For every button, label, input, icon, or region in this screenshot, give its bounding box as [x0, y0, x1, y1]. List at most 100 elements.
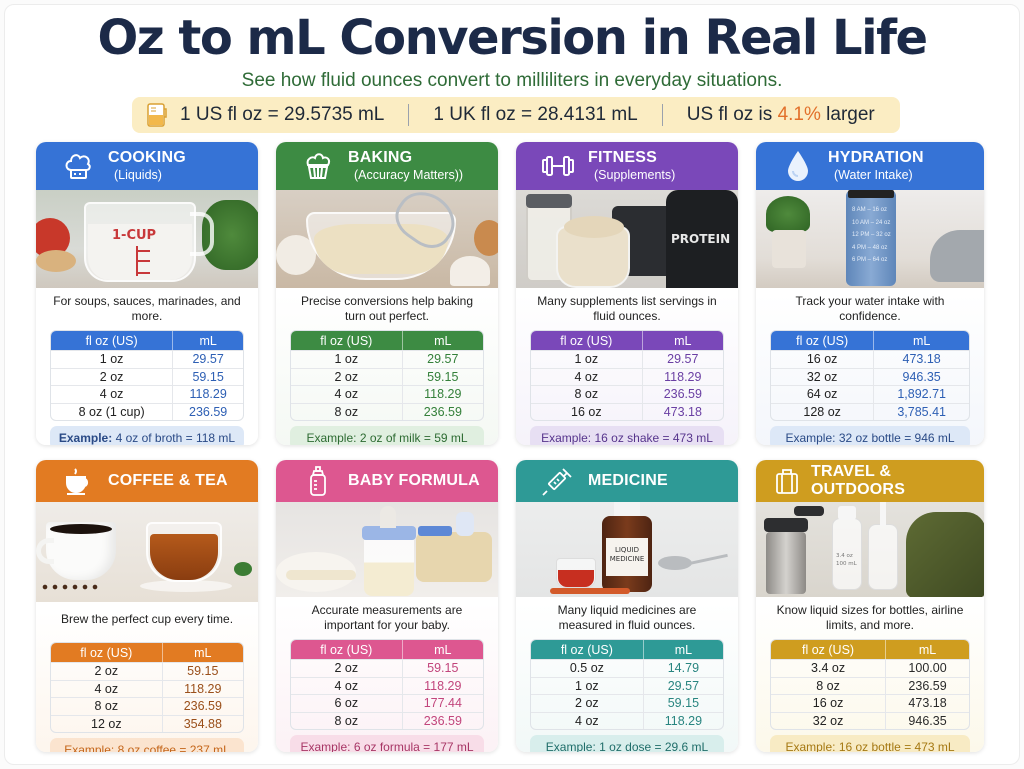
- table-row: 1 oz 29.57: [51, 350, 243, 368]
- time-mark: 4 PM – 48 oz: [852, 244, 888, 251]
- card-body: Brew the perfect cup every time. fl oz (…: [36, 612, 258, 752]
- ml-cell: 29.57: [173, 350, 243, 368]
- travel-bottles-photo: 3.4 oz 100 mL: [756, 502, 984, 597]
- time-mark: 12 PM – 32 oz: [852, 232, 891, 238]
- example-label: Example:: [300, 740, 351, 752]
- oz-cell: 4 oz: [291, 676, 403, 694]
- oz-cell: 4 oz: [531, 367, 643, 385]
- col-header-ml: mL: [402, 640, 483, 659]
- oz-cell: 0.5 oz: [531, 659, 644, 677]
- table-row: 4 oz 118.29: [51, 679, 243, 698]
- dumbbell-icon: [538, 148, 578, 184]
- card-subtitle: (Liquids): [114, 168, 162, 182]
- card-header: HYDRATION (Water Intake): [756, 142, 984, 190]
- col-header-floz: fl oz (US): [771, 640, 887, 659]
- card-title: FITNESS: [588, 149, 657, 166]
- table-row: 0.5 oz 14.79: [531, 659, 723, 677]
- ml-cell: 236.59: [162, 697, 243, 715]
- card-subtitle: (Supplements): [594, 168, 676, 182]
- example-callout: Example: 16 oz shake = 473 mL: [530, 426, 724, 445]
- col-header-floz: fl oz (US): [531, 331, 643, 350]
- card-subtitle: (Accuracy Matters)): [354, 168, 464, 182]
- card-title: HYDRATION: [828, 149, 924, 166]
- example-text: 6 oz formula = 177 mL: [353, 740, 474, 752]
- col-header-floz: fl oz (US): [291, 331, 403, 350]
- chef-hat-icon: [58, 148, 98, 184]
- table-row: 8 oz 236.59: [531, 385, 723, 403]
- table-row: 32 oz 946.35: [771, 367, 969, 386]
- example-text: 4 oz of broth = 118 mL: [115, 431, 236, 445]
- ml-cell: 118.29: [162, 679, 243, 698]
- table-row: 8 oz 236.59: [291, 402, 483, 420]
- mixing-bowl-photo: [276, 190, 498, 288]
- table-row: 1 oz 29.57: [531, 676, 723, 694]
- ml-cell: 118.29: [643, 711, 723, 730]
- oz-cell: 2 oz: [51, 367, 174, 385]
- oz-cell: 1 oz: [291, 350, 403, 368]
- divider: [408, 104, 410, 126]
- oz-cell: 12 oz: [51, 714, 163, 732]
- bottle-time-marks: 8 AM – 16 oz 10 AM – 24 oz 12 PM – 32 oz…: [852, 204, 891, 267]
- table-row: 8 oz 236.59: [291, 711, 483, 729]
- oz-cell: 2 oz: [51, 662, 163, 680]
- col-header-ml: mL: [402, 331, 483, 350]
- col-header-ml: mL: [642, 331, 723, 350]
- card-title: BABY FORMULA: [348, 472, 480, 489]
- oz-cell: 8 oz: [291, 402, 403, 420]
- table-row: 8 oz 236.59: [771, 676, 969, 695]
- card-travel-outdoors: TRAVEL & OUTDOORS 3.4 oz 100 mL Know liq…: [756, 460, 984, 752]
- example-label: Example:: [58, 431, 113, 445]
- table-row: 2 oz 59.15: [51, 662, 243, 680]
- oz-cell: 4 oz: [291, 385, 403, 403]
- divider: [661, 104, 663, 126]
- measuring-jug-icon: [146, 102, 168, 128]
- table-row: 3.4 oz 100.00: [771, 659, 969, 677]
- ml-cell: 473.18: [886, 694, 969, 712]
- ml-cell: 100.00: [886, 659, 969, 677]
- example-text: 32 oz bottle = 946 mL: [838, 431, 955, 445]
- measuring-cup-photo: 1-CUP: [36, 190, 258, 288]
- cupcake-icon: [298, 148, 338, 184]
- card-title: COOKING: [108, 149, 186, 166]
- page-subtitle: See how fluid ounces convert to millilit…: [241, 70, 783, 91]
- oz-cell: 32 oz: [771, 711, 887, 729]
- card-cooking: COOKING (Liquids) 1-CUP For soups, sauces…: [36, 142, 258, 445]
- us-fl-oz-fact: 1 US fl oz = 29.5735 mL: [180, 104, 385, 125]
- comparison-percent: 4.1%: [777, 104, 821, 125]
- col-header-floz: fl oz (US): [291, 640, 403, 659]
- ml-cell: 236.59: [173, 402, 243, 421]
- ml-cell: 59.15: [402, 367, 483, 386]
- card-description: Know liquid sizes for bottles, airline l…: [776, 603, 964, 632]
- coffee-cup-icon: [58, 463, 98, 499]
- ml-cell: 118.29: [402, 385, 483, 403]
- conversion-table: fl oz (US) mL 0.5 oz 14.79 1 oz 29.57 2 oz 5…: [530, 639, 724, 730]
- ml-cell: 1,892.71: [874, 385, 969, 403]
- table-row: 8 oz 236.59: [51, 697, 243, 715]
- baby-bottle-photo: [276, 502, 498, 597]
- table-row: 4 oz 118.29: [51, 385, 243, 403]
- example-callout: Example: 8 oz coffee = 237 mL: [50, 738, 244, 752]
- col-header-floz: fl oz (US): [771, 331, 875, 350]
- col-header-ml: mL: [886, 640, 969, 659]
- table-row: 12 oz 354.88: [51, 714, 243, 732]
- card-header: BAKING (Accuracy Matters)): [276, 142, 498, 190]
- conversion-table: fl oz (US) mL 16 oz 473.18 32 oz 946.35 64 …: [770, 330, 970, 421]
- ml-cell: 118.29: [402, 676, 483, 695]
- suitcase-icon: [772, 463, 801, 499]
- oz-cell: 1 oz: [531, 350, 643, 368]
- ml-cell: 946.35: [874, 367, 969, 386]
- card-header: MEDICINE: [516, 460, 738, 502]
- oz-cell: 8 oz: [51, 697, 163, 715]
- ml-cell: 236.59: [886, 676, 969, 695]
- protein-label: PROTEIN: [671, 232, 731, 246]
- card-header: BABY FORMULA: [276, 460, 498, 502]
- time-mark: 8 AM – 16 oz: [852, 207, 888, 213]
- card-baking: BAKING (Accuracy Matters)) Precise conver…: [276, 142, 498, 445]
- col-header-floz: fl oz (US): [51, 331, 174, 350]
- oz-cell: 6 oz: [291, 694, 403, 712]
- card-title: MEDICINE: [588, 472, 668, 489]
- col-header-floz: fl oz (US): [531, 640, 644, 659]
- card-header: FITNESS (Supplements): [516, 142, 738, 190]
- card-header: COFFEE & TEA: [36, 460, 258, 502]
- card-body: Track your water intake with confidence.…: [756, 294, 984, 445]
